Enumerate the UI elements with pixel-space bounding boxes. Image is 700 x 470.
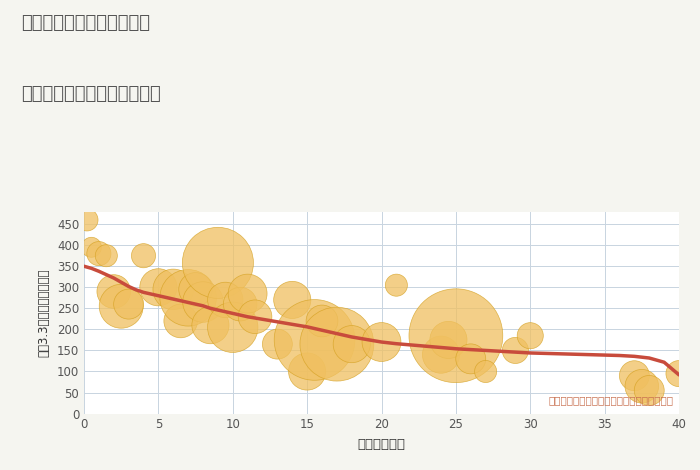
Point (525, 332, 536, 339)
Point (101, 252, 112, 259)
Point (302, 368, 313, 375)
Point (123, 300, 134, 308)
Point (197, 298, 209, 306)
Point (673, 370, 685, 377)
Point (391, 282, 402, 289)
Point (86, 243, 97, 251)
Point (234, 300, 246, 308)
Point (316, 317, 328, 325)
Point (644, 387, 655, 394)
Point (272, 340, 283, 348)
Point (168, 286, 179, 293)
Text: 築年数別中古マンション価格: 築年数別中古マンション価格 (21, 85, 161, 102)
Text: 円の大きさは、取引のあった物件面積を示す: 円の大きさは、取引のあった物件面積を示す (548, 396, 673, 406)
Point (138, 252, 149, 259)
Point (435, 351, 447, 359)
Point (443, 336, 454, 344)
Point (636, 383, 648, 390)
Point (465, 355, 476, 363)
Y-axis label: 坪（3.3㎡）単価（万円）: 坪（3.3㎡）単価（万円） (37, 268, 50, 357)
Point (116, 303, 127, 310)
Point (242, 290, 253, 298)
Point (249, 313, 260, 321)
Point (93, 250, 104, 258)
Point (81, 216, 92, 224)
Point (175, 317, 186, 325)
Point (227, 323, 238, 331)
Point (450, 332, 461, 339)
Point (331, 340, 342, 348)
Point (629, 372, 640, 379)
Point (480, 368, 491, 375)
Point (346, 340, 357, 348)
Point (220, 296, 231, 304)
X-axis label: 築年数（年）: 築年数（年） (358, 439, 405, 451)
Text: 神奈川県横浜市中区豊浦町: 神奈川県横浜市中区豊浦町 (21, 14, 150, 32)
Point (153, 283, 164, 291)
Point (287, 296, 298, 304)
Point (190, 286, 201, 293)
Point (510, 347, 521, 354)
Point (205, 321, 216, 329)
Point (108, 288, 119, 295)
Point (309, 336, 320, 344)
Point (376, 338, 387, 346)
Point (183, 294, 194, 302)
Point (212, 259, 223, 266)
